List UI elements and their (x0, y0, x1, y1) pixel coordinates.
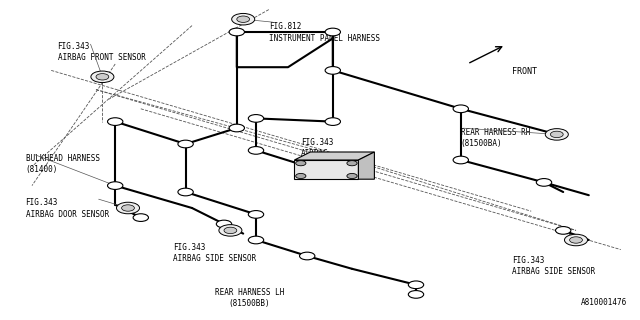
Circle shape (229, 28, 244, 36)
Circle shape (108, 182, 123, 189)
Text: FIG.343
AIRBAG SIDE SENSOR: FIG.343 AIRBAG SIDE SENSOR (512, 256, 595, 276)
Circle shape (296, 173, 306, 179)
Circle shape (325, 28, 340, 36)
Circle shape (116, 202, 140, 214)
Circle shape (133, 214, 148, 221)
Polygon shape (294, 152, 374, 160)
Polygon shape (358, 152, 374, 179)
Circle shape (96, 74, 109, 80)
Circle shape (178, 140, 193, 148)
FancyBboxPatch shape (294, 160, 358, 179)
Circle shape (453, 156, 468, 164)
Circle shape (216, 220, 232, 228)
Circle shape (550, 131, 563, 138)
Circle shape (556, 227, 571, 234)
Circle shape (536, 179, 552, 186)
Circle shape (248, 115, 264, 122)
Circle shape (408, 281, 424, 289)
Circle shape (229, 124, 244, 132)
Circle shape (408, 291, 424, 298)
Text: FIG.812
INSTRUMENT PANEL HARNESS: FIG.812 INSTRUMENT PANEL HARNESS (269, 22, 380, 43)
Circle shape (545, 129, 568, 140)
Text: FIG.343
AIRBAG DOOR SENSOR: FIG.343 AIRBAG DOOR SENSOR (26, 198, 109, 219)
Text: REAR HARNESS LH
(81500BB): REAR HARNESS LH (81500BB) (215, 288, 284, 308)
Text: BULKHEAD HARNESS
(81400): BULKHEAD HARNESS (81400) (26, 154, 100, 174)
Circle shape (325, 118, 340, 125)
Circle shape (453, 105, 468, 113)
Circle shape (219, 225, 242, 236)
Circle shape (296, 161, 306, 166)
Circle shape (248, 147, 264, 154)
Circle shape (108, 118, 123, 125)
Circle shape (300, 252, 315, 260)
Circle shape (347, 173, 357, 179)
Text: A810001476: A810001476 (581, 298, 627, 307)
Circle shape (237, 16, 250, 22)
Text: FIG.343
AIRBAG
CONTROL UNIT: FIG.343 AIRBAG CONTROL UNIT (301, 138, 356, 169)
Circle shape (325, 67, 340, 74)
Circle shape (248, 211, 264, 218)
Circle shape (570, 237, 582, 243)
Circle shape (178, 188, 193, 196)
Circle shape (564, 234, 588, 246)
Text: REAR HARNESS RH
(81500BA): REAR HARNESS RH (81500BA) (461, 128, 530, 148)
Text: FIG.343
AIRBAG SIDE SENSOR: FIG.343 AIRBAG SIDE SENSOR (173, 243, 256, 263)
Circle shape (122, 205, 134, 211)
Circle shape (232, 13, 255, 25)
Text: FRONT: FRONT (512, 67, 537, 76)
Circle shape (224, 227, 237, 234)
Circle shape (91, 71, 114, 83)
Circle shape (347, 161, 357, 166)
Circle shape (248, 236, 264, 244)
Text: FIG.343
AIRBAG FRONT SENSOR: FIG.343 AIRBAG FRONT SENSOR (58, 42, 145, 62)
